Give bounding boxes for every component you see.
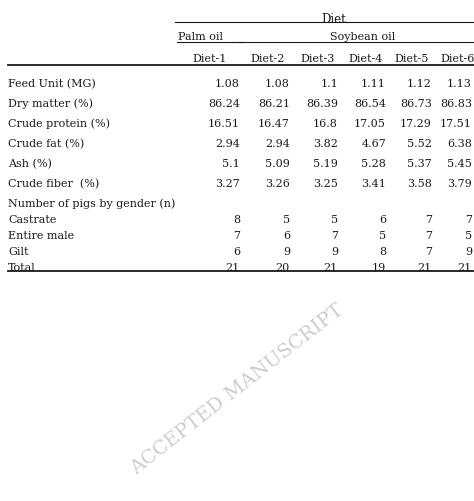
Text: 7: 7 — [465, 215, 472, 225]
Text: 7: 7 — [425, 247, 432, 257]
Text: 1.1: 1.1 — [320, 79, 338, 89]
Text: 5: 5 — [465, 231, 472, 241]
Text: 1.11: 1.11 — [361, 79, 386, 89]
Text: ACCEPTED MANUSCRIPT: ACCEPTED MANUSCRIPT — [127, 302, 347, 478]
Text: Crude fiber  (%): Crude fiber (%) — [8, 179, 99, 189]
Text: 5.19: 5.19 — [313, 159, 338, 169]
Text: 1.08: 1.08 — [265, 79, 290, 89]
Text: 86.54: 86.54 — [354, 99, 386, 109]
Text: 9: 9 — [465, 247, 472, 257]
Text: Diet-5: Diet-5 — [395, 54, 429, 64]
Text: 86.73: 86.73 — [400, 99, 432, 109]
Text: 19: 19 — [372, 263, 386, 273]
Text: 2.94: 2.94 — [215, 139, 240, 149]
Text: Feed Unit (MG): Feed Unit (MG) — [8, 79, 96, 89]
Text: 3.82: 3.82 — [313, 139, 338, 149]
Text: 86.24: 86.24 — [208, 99, 240, 109]
Text: 3.25: 3.25 — [313, 179, 338, 189]
Text: 21: 21 — [226, 263, 240, 273]
Text: 4.67: 4.67 — [361, 139, 386, 149]
Text: 7: 7 — [331, 231, 338, 241]
Text: 6.38: 6.38 — [447, 139, 472, 149]
Text: Crude fat (%): Crude fat (%) — [8, 139, 84, 149]
Text: 2.94: 2.94 — [265, 139, 290, 149]
Text: 6: 6 — [233, 247, 240, 257]
Text: 9: 9 — [331, 247, 338, 257]
Text: 1.08: 1.08 — [215, 79, 240, 89]
Text: 6: 6 — [283, 231, 290, 241]
Text: Crude protein (%): Crude protein (%) — [8, 119, 110, 129]
Text: Diet-2: Diet-2 — [251, 54, 285, 64]
Text: 86.21: 86.21 — [258, 99, 290, 109]
Text: 17.05: 17.05 — [354, 119, 386, 129]
Text: 16.47: 16.47 — [258, 119, 290, 129]
Text: 86.39: 86.39 — [306, 99, 338, 109]
Text: 16.51: 16.51 — [208, 119, 240, 129]
Text: 7: 7 — [425, 231, 432, 241]
Text: 86.83: 86.83 — [440, 99, 472, 109]
Text: 5: 5 — [331, 215, 338, 225]
Text: 5: 5 — [379, 231, 386, 241]
Text: 20: 20 — [276, 263, 290, 273]
Text: 21: 21 — [324, 263, 338, 273]
Text: 3.41: 3.41 — [361, 179, 386, 189]
Text: 5.28: 5.28 — [361, 159, 386, 169]
Text: 5.52: 5.52 — [407, 139, 432, 149]
Text: 3.79: 3.79 — [447, 179, 472, 189]
Text: Diet-6: Diet-6 — [441, 54, 474, 64]
Text: Gilt: Gilt — [8, 247, 28, 257]
Text: 1.12: 1.12 — [407, 79, 432, 89]
Text: Soybean oil: Soybean oil — [330, 32, 396, 42]
Text: 1.13: 1.13 — [447, 79, 472, 89]
Text: 6: 6 — [379, 215, 386, 225]
Text: 7: 7 — [425, 215, 432, 225]
Text: Diet-1: Diet-1 — [193, 54, 227, 64]
Text: 5: 5 — [283, 215, 290, 225]
Text: 17.51: 17.51 — [440, 119, 472, 129]
Text: Diet: Diet — [322, 13, 346, 26]
Text: 21: 21 — [458, 263, 472, 273]
Text: 9: 9 — [283, 247, 290, 257]
Text: Diet-3: Diet-3 — [301, 54, 335, 64]
Text: 17.29: 17.29 — [400, 119, 432, 129]
Text: 3.27: 3.27 — [215, 179, 240, 189]
Text: 5.37: 5.37 — [407, 159, 432, 169]
Text: Total: Total — [8, 263, 36, 273]
Text: 16.8: 16.8 — [313, 119, 338, 129]
Text: 5.1: 5.1 — [222, 159, 240, 169]
Text: 7: 7 — [233, 231, 240, 241]
Text: 5.45: 5.45 — [447, 159, 472, 169]
Text: Palm oil: Palm oil — [178, 32, 223, 42]
Text: Ash (%): Ash (%) — [8, 159, 52, 169]
Text: Entire male: Entire male — [8, 231, 74, 241]
Text: 8: 8 — [233, 215, 240, 225]
Text: 3.58: 3.58 — [407, 179, 432, 189]
Text: 5.09: 5.09 — [265, 159, 290, 169]
Text: 21: 21 — [418, 263, 432, 273]
Text: 8: 8 — [379, 247, 386, 257]
Text: Diet-4: Diet-4 — [349, 54, 383, 64]
Text: Number of pigs by gender (n): Number of pigs by gender (n) — [8, 199, 175, 209]
Text: Castrate: Castrate — [8, 215, 56, 225]
Text: 3.26: 3.26 — [265, 179, 290, 189]
Text: Dry matter (%): Dry matter (%) — [8, 99, 93, 109]
